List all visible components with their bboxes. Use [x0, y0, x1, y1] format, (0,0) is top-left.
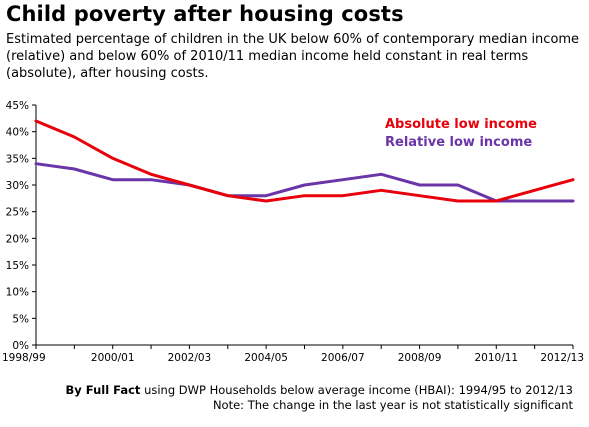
source-note: By Full Fact using DWP Households below …	[66, 383, 573, 413]
source-by: By Full Fact	[65, 383, 141, 397]
y-axis-ticks: 0% 5% 10% 15% 20% 25% 30% 35% 40% 45%	[6, 100, 36, 352]
y-tick-label: 25%	[6, 207, 29, 219]
series-line-absolute-low-income	[34, 119, 575, 203]
x-tick-label: 1998/99	[2, 352, 46, 364]
x-tick-label: 2006/07	[321, 352, 365, 364]
source-line: By Full Fact using DWP Households below …	[66, 383, 573, 398]
y-tick-label: 15%	[6, 260, 29, 272]
chart-legend: Absolute low income Relative low income	[385, 117, 537, 150]
y-tick-label: 20%	[6, 233, 29, 245]
y-tick-label: 10%	[6, 287, 29, 299]
y-tick-label: 0%	[12, 340, 29, 352]
chart-subtitle: Estimated percentage of children in the …	[6, 32, 580, 81]
y-tick-label: 5%	[12, 313, 29, 325]
series-line-relative-low-income	[34, 162, 575, 203]
x-tick-label: 2012/13	[540, 352, 584, 364]
legend-item-absolute-low-income: Absolute low income	[385, 117, 537, 132]
chart-series	[34, 119, 575, 203]
x-tick-label: 2008/09	[398, 352, 442, 364]
y-tick-label: 35%	[6, 153, 29, 165]
chart-title: Child poverty after housing costs	[6, 2, 404, 26]
y-tick-label: 30%	[6, 180, 29, 192]
x-tick-label: 2002/03	[168, 352, 212, 364]
y-tick-label: 45%	[6, 100, 29, 112]
legend-item-relative-low-income: Relative low income	[385, 135, 532, 150]
x-tick-label: 2004/05	[244, 352, 288, 364]
x-axis-ticks: 1998/99 2000/01 2002/03 2004/05 2006/07 2008/…	[2, 345, 584, 364]
y-tick-label: 40%	[6, 127, 29, 139]
x-tick-label: 2000/01	[91, 352, 135, 364]
significance-note: Note: The change in the last year is not…	[212, 398, 573, 412]
x-tick-label: 2010/11	[474, 352, 518, 364]
source-text: using DWP Households below average incom…	[140, 383, 573, 397]
